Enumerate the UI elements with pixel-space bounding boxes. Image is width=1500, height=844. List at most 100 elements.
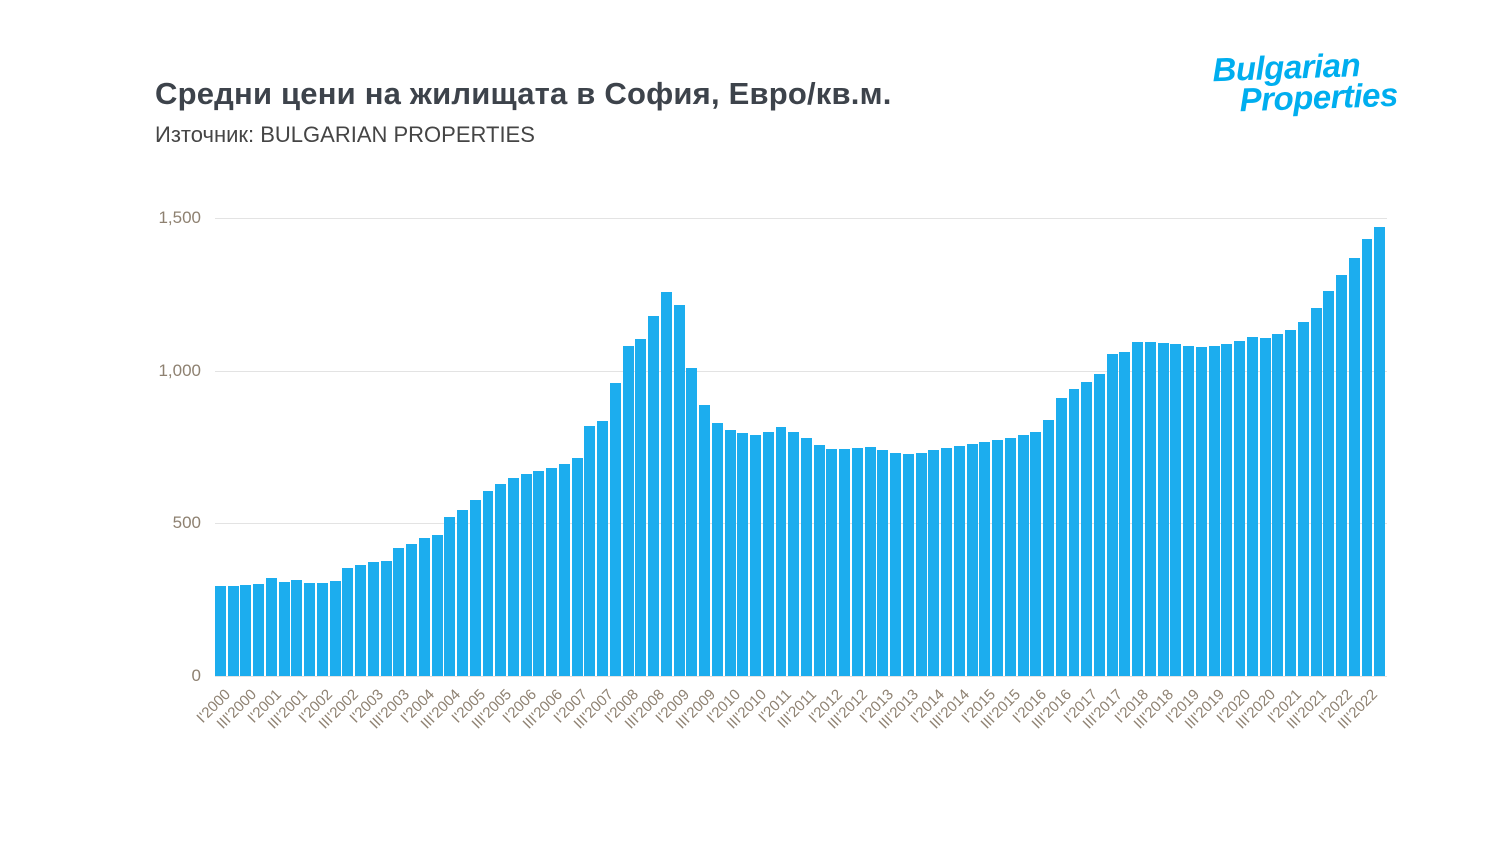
bar-II'2021 [1297,321,1309,676]
y-tick-label: 0 [191,666,201,685]
bar-I'2016 [1030,431,1042,676]
page-title: Средни цени на жилищата в София, Евро/кв… [155,75,892,111]
bar-II'2006 [533,470,545,676]
bar-III'2018 [1157,343,1169,676]
bar-I'2003 [367,562,379,676]
bar-III'2000 [240,585,252,676]
bar-IV'2002 [355,564,367,676]
bar-III'2006 [546,467,558,676]
gridline-1500 [215,218,1387,219]
bar-III'2010 [750,434,761,676]
bar-II'2010 [737,433,749,676]
bar-I'2021 [1285,330,1297,676]
bar-I'2007 [571,457,583,676]
bar-IV'2022 [1374,227,1386,676]
bar-IV'2009 [711,422,723,676]
bar-II'2016 [1043,419,1054,676]
bar-I'2001 [265,578,277,676]
bar-II'2002 [329,581,341,676]
bar-II'2013 [890,453,902,676]
bar-IV'2000 [253,584,265,676]
bar-I'2006 [520,473,532,676]
bar-III'2022 [1361,238,1373,676]
bar-chart: 0 500 1,000 1,500 I'2000 III'2000 I'2001 III'20… [158,208,1387,732]
bar-I'2018 [1132,341,1144,676]
bar-III'2003 [393,547,405,676]
bar-II'2007 [584,425,596,676]
bar-II'2008 [635,338,647,676]
bar-IV'2008 [660,291,672,676]
bar-III'2005 [495,484,507,676]
bar-IV'2004 [457,509,468,676]
logo-line2: Properties [1238,75,1399,119]
bar-II'2011 [788,431,800,676]
bulgarian-properties-logo: Bulgarian Properties [1212,46,1399,119]
bar-II'2022 [1348,258,1360,676]
bar-IV'2007 [609,382,621,676]
bar-I'2000 [215,585,226,676]
bar-III'2016 [1055,398,1067,676]
bar-IV'2012 [864,447,876,676]
y-tick-label: 1,500 [158,208,201,227]
bar-I'2013 [877,450,889,676]
bar-III'2011 [801,437,812,676]
bar-IV'2010 [762,431,774,676]
bar-IV'2006 [558,463,570,676]
bar-III'2013 [902,454,914,676]
bar-III'2009 [699,404,711,676]
bar-IV'2019 [1221,343,1233,676]
bar-II'2018 [1144,341,1156,676]
bar-IV'2014 [966,443,978,676]
bar-IV'2003 [406,544,418,676]
bar-II'2001 [278,581,290,676]
bar-I'2015 [979,442,991,676]
bar-II'2004 [431,534,443,676]
bar-III'2004 [444,517,456,676]
bar-IV'2013 [915,452,927,676]
y-tick-label: 500 [172,513,201,533]
bar-IV'2021 [1323,290,1335,676]
bar-III'2002 [342,568,354,676]
bar-III'2008 [648,315,660,676]
bar-IV'2001 [304,583,316,676]
bar-III'2012 [851,448,863,676]
bar-II'2020 [1246,337,1258,676]
bar-II'2012 [839,449,851,676]
bar-I'2008 [622,346,634,676]
bar-III'2015 [1004,438,1016,676]
bar-III'2014 [953,446,965,676]
bar-I'2012 [826,448,838,676]
bar-II'2014 [941,448,953,676]
bar-I'2022 [1336,275,1347,676]
bar-II'2009 [686,367,698,676]
bar-II'2000 [227,585,239,676]
bar-IV'2011 [813,445,825,676]
bar-II'2017 [1094,373,1105,676]
bar-IV'2018 [1170,344,1182,676]
source-label: Източник: BULGARIAN PROPERTIES [155,122,535,147]
bar-IV'2015 [1017,434,1029,676]
bar-III'2017 [1106,353,1118,676]
bar-IV'2005 [508,477,519,676]
bar-III'2007 [597,420,609,676]
bar-I'2002 [316,583,328,676]
bar-III'2001 [291,579,303,676]
bar-III'2021 [1310,308,1322,676]
bar-IV'2020 [1272,334,1284,676]
gridline-1000 [215,370,1387,372]
bar-III'2020 [1259,338,1271,676]
bar-I'2010 [724,429,736,676]
gridline-0 [215,676,1387,677]
bar-I'2009 [673,305,685,676]
bar-IV'2016 [1068,389,1080,676]
bar-IV'2017 [1119,351,1131,676]
bar-I'2020 [1234,341,1246,676]
bar-II'2003 [380,560,392,676]
bar-II'2015 [992,440,1004,676]
bar-I'2004 [418,538,430,676]
bar-I'2011 [775,427,787,676]
bar-I'2019 [1183,346,1195,676]
bar-III'2019 [1208,345,1220,676]
bar-II'2005 [482,491,494,676]
